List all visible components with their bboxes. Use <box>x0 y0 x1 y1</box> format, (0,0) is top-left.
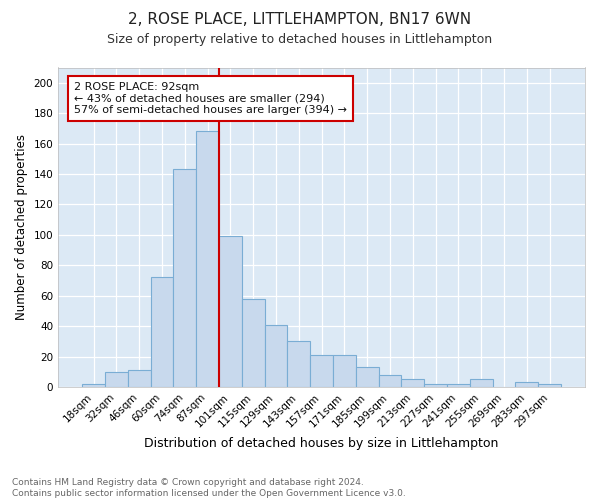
Bar <box>242 298 265 387</box>
X-axis label: Distribution of detached houses by size in Littlehampton: Distribution of detached houses by size … <box>145 437 499 450</box>
Bar <box>265 324 287 387</box>
Bar <box>196 132 219 387</box>
Bar <box>105 372 128 387</box>
Bar <box>401 380 424 387</box>
Bar <box>515 382 538 387</box>
Text: Size of property relative to detached houses in Littlehampton: Size of property relative to detached ho… <box>107 32 493 46</box>
Bar <box>424 384 447 387</box>
Bar <box>333 355 356 387</box>
Bar <box>287 342 310 387</box>
Text: 2 ROSE PLACE: 92sqm
← 43% of detached houses are smaller (294)
57% of semi-detac: 2 ROSE PLACE: 92sqm ← 43% of detached ho… <box>74 82 347 115</box>
Text: Contains HM Land Registry data © Crown copyright and database right 2024.
Contai: Contains HM Land Registry data © Crown c… <box>12 478 406 498</box>
Bar <box>538 384 561 387</box>
Bar <box>379 375 401 387</box>
Y-axis label: Number of detached properties: Number of detached properties <box>15 134 28 320</box>
Bar <box>82 384 105 387</box>
Bar <box>151 278 173 387</box>
Bar <box>219 236 242 387</box>
Bar <box>470 380 493 387</box>
Bar <box>310 355 333 387</box>
Bar <box>128 370 151 387</box>
Bar <box>173 170 196 387</box>
Bar <box>356 367 379 387</box>
Bar <box>447 384 470 387</box>
Text: 2, ROSE PLACE, LITTLEHAMPTON, BN17 6WN: 2, ROSE PLACE, LITTLEHAMPTON, BN17 6WN <box>128 12 472 28</box>
